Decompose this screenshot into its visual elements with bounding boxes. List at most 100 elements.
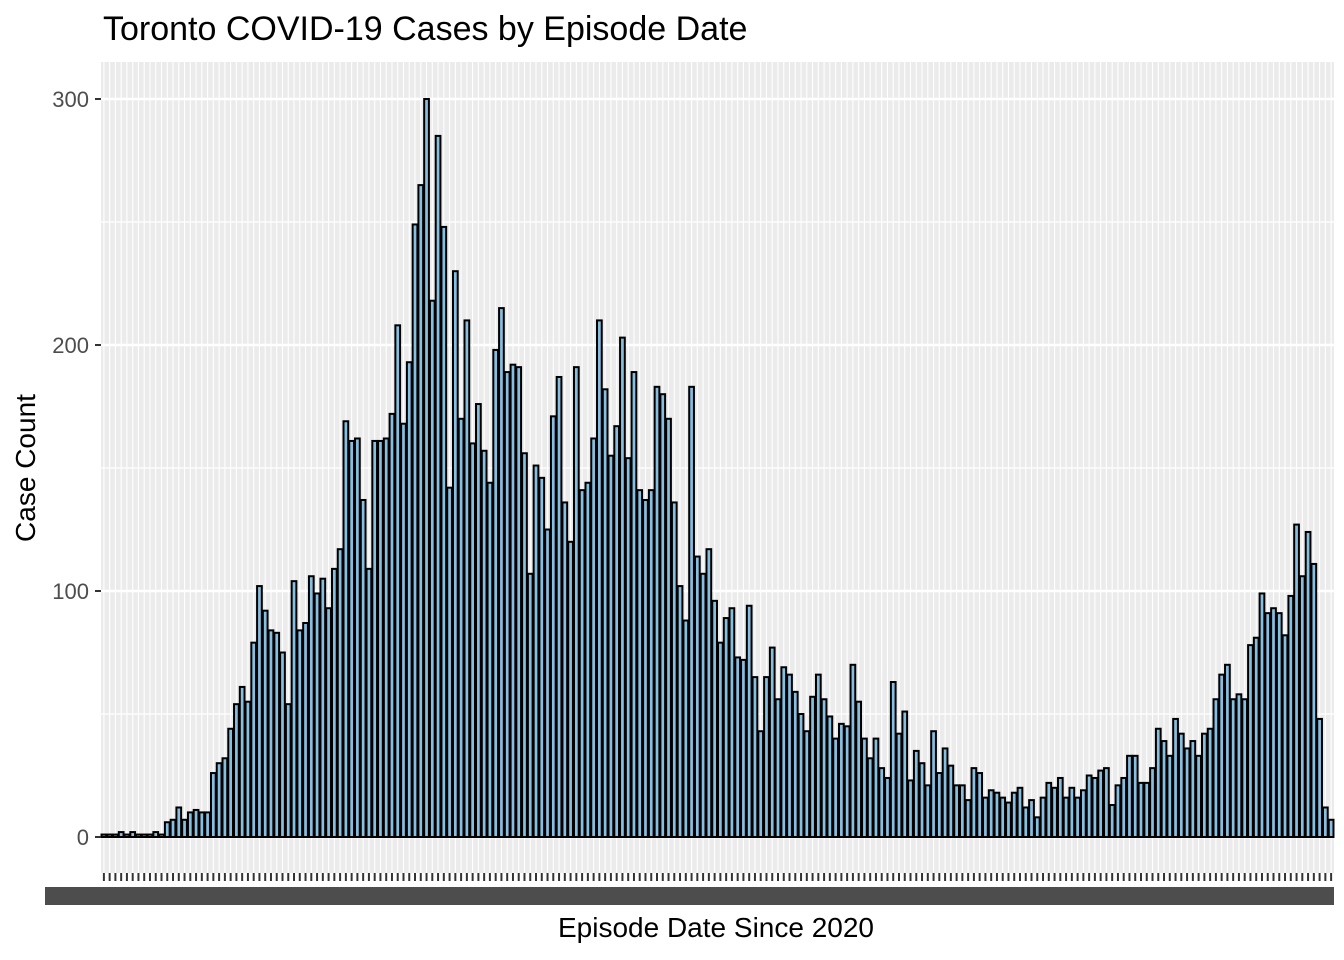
bar: [302, 621, 309, 838]
bar: [1172, 717, 1179, 838]
bar: [480, 449, 488, 838]
bar: [757, 730, 765, 838]
bar: [359, 498, 367, 838]
bar: [866, 757, 874, 839]
bar: [1005, 801, 1012, 838]
bar: [1068, 786, 1076, 838]
bar: [1252, 636, 1260, 838]
bar: [1160, 740, 1168, 838]
bar: [405, 361, 413, 838]
bar: [670, 501, 678, 838]
bar: [849, 663, 857, 838]
bar: [572, 366, 580, 838]
bar: [1177, 732, 1185, 838]
bar: [186, 811, 194, 839]
y-tick-label: 100: [52, 579, 89, 604]
bar: [838, 722, 845, 839]
bar: [1247, 644, 1254, 838]
bar: [532, 464, 540, 838]
bar: [112, 833, 119, 838]
bar: [809, 695, 816, 839]
bar: [907, 779, 914, 838]
bar: [1241, 698, 1249, 838]
bar: [832, 737, 839, 838]
bar: [555, 375, 563, 838]
bar: [509, 363, 517, 838]
bar: [1183, 747, 1191, 838]
bar: [336, 548, 344, 838]
bar: [993, 791, 1001, 838]
bar: [423, 98, 430, 838]
bar: [1080, 789, 1087, 839]
bar: [204, 811, 211, 839]
chart-title: Toronto COVID-19 Cases by Episode Date: [103, 10, 748, 48]
bar: [238, 685, 246, 838]
bar: [619, 336, 626, 838]
bar: [1200, 732, 1208, 838]
bar: [964, 799, 972, 838]
bar: [561, 501, 569, 838]
bar: [1149, 767, 1156, 838]
bar: [734, 656, 742, 838]
bar: [1270, 607, 1277, 838]
bar: [1056, 776, 1064, 839]
bar: [129, 831, 137, 839]
y-axis-ticks: 0 100 200 300: [52, 87, 101, 850]
bar: [290, 580, 298, 838]
bar: [596, 319, 603, 838]
bar: [440, 225, 448, 839]
bar: [273, 631, 281, 838]
bar: [267, 629, 275, 838]
bar: [878, 767, 886, 838]
bar: [791, 690, 799, 838]
bar: [1264, 612, 1272, 839]
bar: [1304, 530, 1312, 839]
bar: [181, 818, 188, 839]
bar: [354, 437, 361, 838]
bar: [1097, 769, 1105, 839]
bar: [717, 641, 724, 838]
bar: [918, 762, 926, 839]
bar: [1275, 612, 1283, 839]
bar: [388, 412, 396, 838]
bar: [100, 833, 108, 838]
bar: [446, 486, 453, 838]
y-tick-label: 200: [52, 333, 89, 358]
bar: [1028, 799, 1035, 838]
bar: [1039, 796, 1047, 839]
bar: [284, 703, 292, 838]
bar: [463, 319, 471, 838]
bar: [1224, 663, 1231, 838]
bar: [152, 831, 160, 839]
bar: [1091, 776, 1099, 839]
bar: [987, 789, 995, 839]
bar: [538, 476, 546, 838]
bar: [307, 575, 315, 838]
bar: [1298, 575, 1306, 838]
bar: [763, 676, 770, 838]
bar: [728, 607, 736, 838]
bar: [982, 796, 989, 839]
bar: [1074, 796, 1081, 839]
bar: [889, 681, 897, 839]
bar: [1235, 693, 1243, 838]
bar: [1062, 796, 1070, 839]
bar: [1281, 634, 1289, 839]
bar: [590, 437, 597, 838]
bar: [843, 725, 851, 838]
bar: [970, 767, 978, 838]
bar: [740, 658, 747, 838]
bar: [169, 818, 177, 839]
bar: [1103, 767, 1110, 838]
bar: [1316, 717, 1323, 838]
bar: [325, 607, 332, 838]
bar: [319, 577, 327, 838]
bar: [976, 772, 984, 838]
bar: [140, 833, 148, 838]
bar: [503, 371, 511, 838]
bar: [221, 757, 229, 839]
bar: [1166, 754, 1174, 839]
bar: [117, 831, 125, 839]
y-tick-label: 300: [52, 87, 89, 112]
